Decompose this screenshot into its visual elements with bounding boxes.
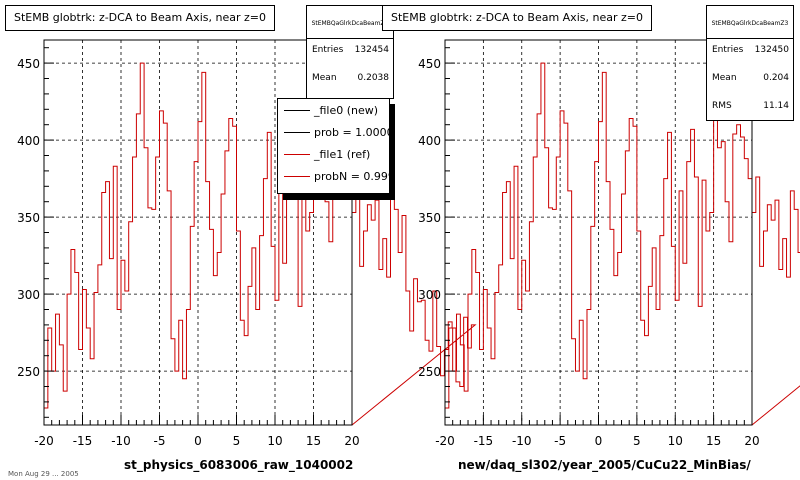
stats-rms-label-right: RMS <box>712 101 732 111</box>
histogram-series-left-0 <box>43 62 477 426</box>
stats-mean-label-right: Mean <box>712 73 737 83</box>
x-tick-label-left: 15 <box>306 434 321 448</box>
panel-title-left: StEMB globtrk: z-DCA to Beam Axis, near … <box>5 5 275 31</box>
x-tick-label-right: 20 <box>744 434 759 448</box>
stats-name-left: StEMBQaGlrkDcaBeamZ3 <box>311 20 389 27</box>
histogram-series-right-0 <box>444 62 800 426</box>
stats-rms-value-right: 11.14 <box>763 101 789 111</box>
x-tick-label-right: 10 <box>668 434 683 448</box>
panel-title-text-right: StEMB globtrk: z-DCA to Beam Axis, near … <box>391 11 643 24</box>
legend-label-probn: probN = 0.999990 <box>314 170 389 183</box>
y-tick-label-right: 300 <box>418 288 441 302</box>
y-tick-label-left: 400 <box>17 134 40 148</box>
y-tick-label-right: 450 <box>418 57 441 71</box>
y-tick-label-left: 300 <box>17 288 40 302</box>
x-tick-label-left: 5 <box>233 434 241 448</box>
stats-mean-value-right: 0.204 <box>763 73 789 83</box>
x-tick-label-right: -5 <box>554 434 566 448</box>
y-tick-label-left: 450 <box>17 57 40 71</box>
stats-mean-label-left: Mean <box>312 73 337 83</box>
x-tick-label-right: -20 <box>435 434 455 448</box>
x-tick-label-right: 5 <box>633 434 641 448</box>
x-tick-label-right: -10 <box>512 434 532 448</box>
y-tick-label-left: 350 <box>17 211 40 225</box>
panel-title-text-left: StEMB globtrk: z-DCA to Beam Axis, near … <box>14 11 266 24</box>
x-tick-label-left: 0 <box>194 434 202 448</box>
x-tick-label-right: 0 <box>595 434 603 448</box>
x-tick-label-right: 15 <box>706 434 721 448</box>
stats-entries-value-left: 132454 <box>354 45 389 55</box>
legend-label-file1: _file1 (ref) <box>314 148 371 161</box>
legend-line-prob <box>284 132 310 133</box>
stats-entries-label-right: Entries <box>712 45 744 55</box>
legend-line-file1 <box>284 154 310 155</box>
legend-line-probn <box>284 176 310 177</box>
x-axis-label-left: st_physics_6083006_raw_1040002 <box>124 458 354 472</box>
y-tick-label-right: 250 <box>418 365 441 379</box>
x-tick-label-left: -5 <box>154 434 166 448</box>
x-tick-label-left: -15 <box>73 434 93 448</box>
x-tick-label-left: 10 <box>267 434 282 448</box>
x-tick-label-right: -15 <box>474 434 494 448</box>
legend-label-prob: prob = 1.000000 <box>314 126 389 139</box>
legend-line-file0 <box>284 110 310 111</box>
stats-entries-label-left: Entries <box>312 45 344 55</box>
stats-entries-value-right: 132450 <box>754 45 789 55</box>
x-tick-label-left: -20 <box>34 434 54 448</box>
y-tick-label-left: 250 <box>17 365 40 379</box>
stats-mean-value-left: 0.2038 <box>357 73 390 83</box>
x-tick-label-left: -10 <box>111 434 131 448</box>
x-tick-label-left: 20 <box>344 434 359 448</box>
legend-box: _file0 (new) prob = 1.000000 _file1 (ref… <box>277 98 390 194</box>
y-tick-label-right: 400 <box>418 134 441 148</box>
stats-box-left: StEMBQaGlrkDcaBeamZ3 Entries 132454 Mean… <box>306 5 394 99</box>
footer-text: Mon Aug 29 ... 2005 <box>8 470 79 478</box>
stats-box-right: StEMBQaGlrkDcaBeamZ3 Entries 132450 Mean… <box>706 5 794 121</box>
legend-label-file0: _file0 (new) <box>314 104 379 117</box>
stats-name-right: StEMBQaGlrkDcaBeamZ3 <box>711 20 789 27</box>
panel-title-right: StEMB globtrk: z-DCA to Beam Axis, near … <box>382 5 652 31</box>
y-tick-label-right: 350 <box>418 211 441 225</box>
x-axis-label-right: new/daq_sl302/year_2005/CuCu22_MinBias/ <box>458 458 751 472</box>
